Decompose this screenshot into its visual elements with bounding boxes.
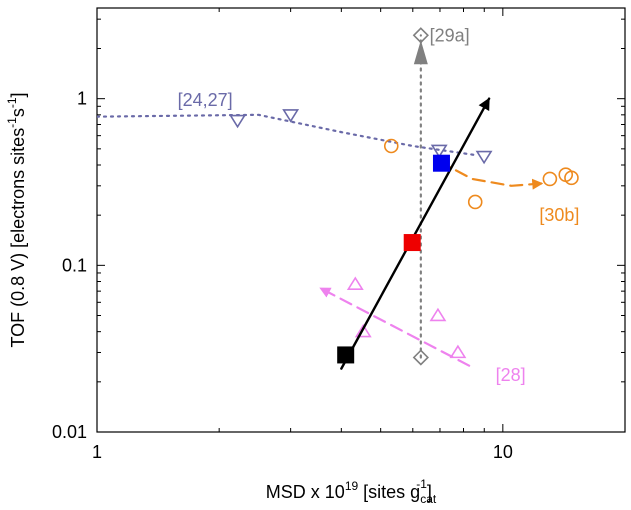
series-0-arrow bbox=[413, 40, 428, 65]
series-3 bbox=[319, 276, 471, 367]
series-2-point bbox=[383, 138, 399, 154]
x-axis-title: MSD x 1019 [sites gcat-1] bbox=[266, 477, 437, 506]
series-2 bbox=[383, 138, 579, 210]
series-4 bbox=[337, 97, 491, 370]
y-axis-title-part: -1 bbox=[5, 97, 19, 108]
x-axis-title-part: cat bbox=[420, 492, 437, 506]
chart-marks bbox=[97, 27, 579, 370]
series-0 bbox=[412, 27, 429, 366]
y-tick-label: 0.01 bbox=[52, 422, 87, 442]
y-axis-title-part: TOF (0.8 V) [electrons sites bbox=[8, 128, 28, 348]
y-axis-title-part: s bbox=[8, 108, 28, 117]
series-4-trend-line bbox=[340, 97, 491, 370]
series-1-point bbox=[282, 109, 300, 123]
y-tick-label: 1 bbox=[77, 89, 87, 109]
series-label: [24,27] bbox=[178, 90, 233, 110]
series-label: [29a] bbox=[430, 25, 470, 45]
series-2-point bbox=[542, 171, 558, 187]
y-axis-title-part: ] bbox=[8, 92, 28, 97]
series-label: [30b] bbox=[539, 205, 579, 225]
series-2-trend-line bbox=[438, 160, 544, 190]
series-3-point bbox=[429, 307, 447, 322]
series-4-point bbox=[337, 346, 355, 364]
series-3-point bbox=[346, 276, 364, 290]
series-0-point bbox=[412, 349, 429, 366]
x-tick-label: 10 bbox=[493, 442, 513, 462]
series-1-trend-line bbox=[97, 113, 476, 156]
series-4-point bbox=[403, 234, 421, 252]
chart-labels: [29a] [24,27] [30b] [28] bbox=[178, 25, 580, 385]
series-0-point bbox=[412, 27, 429, 44]
x-axis-title-part: -1 bbox=[416, 477, 427, 491]
series-2-point bbox=[467, 194, 483, 210]
series-1-point bbox=[475, 150, 493, 165]
x-tick-label: 1 bbox=[92, 442, 102, 462]
x-axis-title-part: 19 bbox=[345, 479, 359, 493]
plot-frame bbox=[96, 7, 626, 433]
series-1-point bbox=[430, 144, 448, 159]
series-3-trend-line bbox=[319, 287, 471, 367]
series-3-point bbox=[449, 344, 467, 359]
x-axis-title-part: [sites g bbox=[358, 482, 420, 502]
series-4-point bbox=[432, 154, 450, 172]
y-tick-label: 0.1 bbox=[62, 255, 87, 275]
series-1 bbox=[97, 109, 493, 165]
x-axis-title-part: MSD x 10 bbox=[266, 482, 345, 502]
series-label: [28] bbox=[496, 365, 526, 385]
x-axis-title-part: ] bbox=[427, 482, 432, 502]
series-1-point bbox=[229, 114, 247, 129]
series-3-point bbox=[354, 323, 372, 338]
series-2-point bbox=[564, 170, 579, 186]
y-axis-title-part: -1 bbox=[5, 117, 19, 128]
y-axis-title: TOF (0.8 V) [electrons sites-1s-1] bbox=[5, 92, 28, 347]
